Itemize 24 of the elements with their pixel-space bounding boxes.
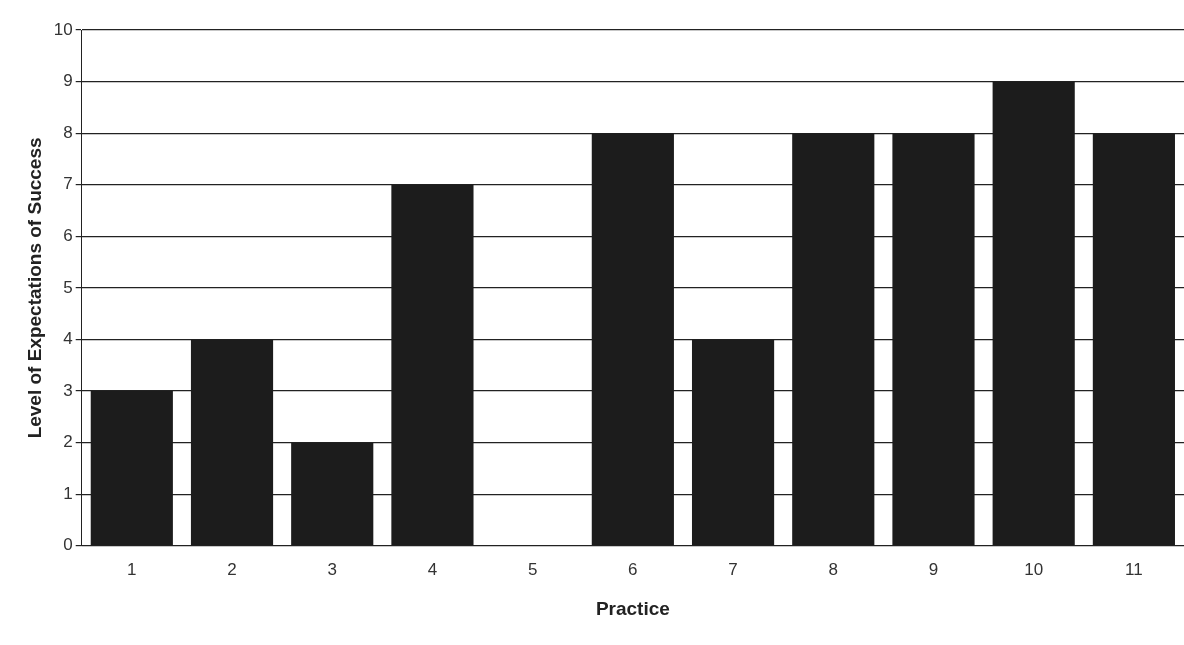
- y-axis-title: Level of Expectations of Success: [23, 137, 45, 439]
- y-tick-label: 8: [63, 122, 73, 142]
- x-tick-label: 1: [127, 559, 137, 579]
- x-tick-label: 5: [527, 559, 538, 579]
- y-tick-label: 4: [63, 329, 73, 349]
- y-tick-label: 2: [63, 432, 73, 452]
- x-tick-label: 8: [828, 559, 839, 579]
- x-tick-label: 4: [427, 559, 438, 579]
- x-tick-label: 10: [1024, 559, 1044, 579]
- y-tick-label: 7: [63, 174, 73, 194]
- x-tick-label: 6: [628, 559, 638, 579]
- y-tick-label: 5: [63, 277, 73, 297]
- x-tick-label: 3: [327, 559, 337, 579]
- x-tick-label: 11: [1125, 559, 1143, 579]
- x-tick-label: 9: [928, 559, 939, 579]
- x-axis-title: Practice: [595, 597, 670, 619]
- y-tick-label: 10: [53, 19, 73, 39]
- y-tick-label: 3: [63, 380, 73, 400]
- y-tick-label: 9: [63, 71, 73, 91]
- y-tick-label: 1: [63, 483, 73, 503]
- x-tick-label: 2: [227, 559, 237, 579]
- y-tick-label: 6: [63, 226, 73, 246]
- y-tick-label: 0: [63, 535, 73, 555]
- x-tick-label: 7: [728, 559, 738, 579]
